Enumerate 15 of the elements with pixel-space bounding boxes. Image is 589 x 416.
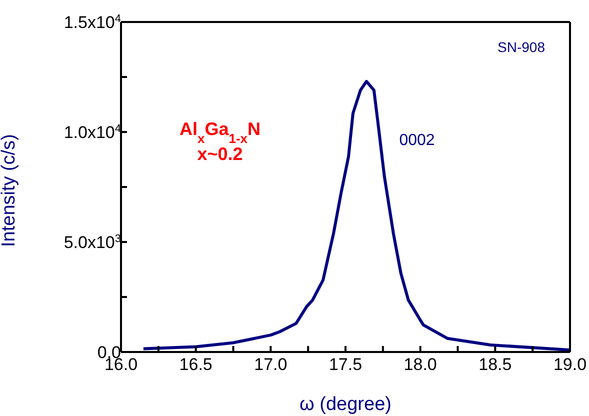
line-series bbox=[142, 80, 570, 352]
y-axis-title: Intensity (c/s) bbox=[0, 134, 20, 247]
y-tick-label: 1.0x10$^{4}$ bbox=[64, 123, 121, 142]
x-tick-label: 19.0 bbox=[553, 355, 587, 374]
annotation: SN-908 bbox=[498, 39, 546, 55]
x-tick-label: 16.5 bbox=[179, 355, 212, 374]
annotation: 0002 bbox=[399, 132, 435, 149]
y-tick-label: 1.5x10$^{4}$ bbox=[64, 13, 121, 32]
annotation: x~0.2 bbox=[197, 144, 243, 164]
x-tick-label: 17.5 bbox=[328, 355, 362, 374]
x-tick-label: 17.0 bbox=[254, 355, 288, 374]
annotation: Al$_{x}$Ga$_{1-x}$N bbox=[179, 119, 261, 146]
x-axis-title: ω (degree) bbox=[300, 394, 392, 415]
x-tick-label: 18.5 bbox=[478, 355, 512, 374]
x-tick-label: 18.0 bbox=[404, 355, 437, 374]
